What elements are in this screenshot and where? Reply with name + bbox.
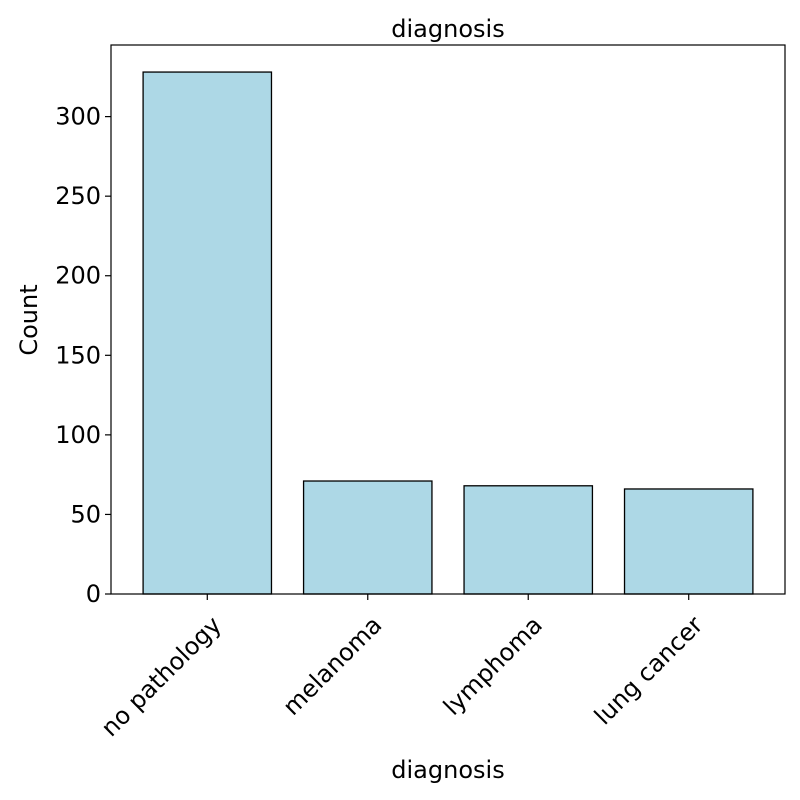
chart-title: diagnosis bbox=[391, 15, 504, 43]
x-tick-label: lung cancer bbox=[589, 611, 709, 731]
x-tick-label: melanoma bbox=[277, 611, 387, 721]
plot-area: no pathology melanoma lymphoma lung cancer 0… bbox=[55, 44, 786, 742]
x-tick-label: no pathology bbox=[96, 611, 227, 742]
bar bbox=[142, 71, 273, 595]
y-axis-label: Count bbox=[15, 284, 43, 355]
y-tick-label: 150 bbox=[55, 341, 101, 369]
y-tick-label: 100 bbox=[55, 421, 101, 449]
x-axis-label: diagnosis bbox=[391, 756, 504, 784]
y-tick-label: 250 bbox=[55, 182, 101, 210]
bar bbox=[623, 488, 754, 595]
y-tick-label: 200 bbox=[55, 262, 101, 290]
axes-frame bbox=[110, 44, 786, 595]
y-tick-label: 50 bbox=[70, 500, 101, 528]
bar bbox=[302, 480, 433, 595]
x-tick-label: lymphoma bbox=[438, 611, 548, 721]
bar bbox=[463, 485, 594, 595]
y-tick-label: 0 bbox=[86, 580, 101, 608]
y-tick-label: 300 bbox=[55, 103, 101, 131]
